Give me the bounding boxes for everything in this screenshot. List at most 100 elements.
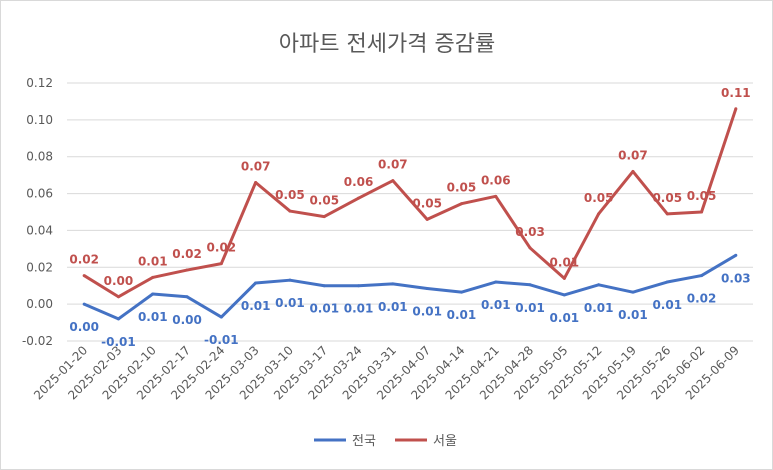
data-label-series-1: 0.01 — [138, 254, 168, 268]
data-point-series-1 — [665, 212, 669, 216]
data-point-series-0 — [734, 253, 738, 257]
data-point-series-0 — [288, 278, 292, 282]
data-point-series-1 — [562, 276, 566, 280]
data-point-series-0 — [425, 286, 429, 290]
legend: 전국 서울 — [314, 434, 457, 449]
data-label-series-0: 0.01 — [344, 302, 374, 316]
legend-label-series-1: 서울 — [433, 434, 457, 449]
data-point-series-0 — [597, 283, 601, 287]
data-label-series-1: 0.07 — [241, 160, 271, 174]
gridlines — [67, 82, 753, 342]
data-label-series-1: 0.03 — [515, 225, 545, 239]
data-labels: 0.00-0.010.01 0.00-0.010.01 0.01 0.01 0.01 0.… — [69, 86, 750, 349]
y-axis-ticks: -0.02 0.00 0.02 0.04 0.06 0.08 0.10 0.12 — [22, 76, 53, 348]
chart-title: 아파트 전세가격 증감률 — [279, 32, 495, 57]
data-label-series-1: 0.06 — [481, 173, 511, 187]
data-label-series-1: 0.05 — [309, 194, 339, 208]
data-point-series-0 — [459, 290, 463, 294]
data-label-series-0: -0.01 — [204, 333, 239, 347]
data-label-series-1: 0.07 — [618, 148, 648, 162]
data-point-series-1 — [425, 217, 429, 221]
data-label-series-0: 0.01 — [275, 296, 305, 310]
data-point-series-1 — [494, 194, 498, 198]
data-point-series-1 — [254, 181, 258, 185]
data-point-series-0 — [254, 281, 258, 285]
y-tick-label: 0.06 — [26, 187, 53, 201]
data-point-series-0 — [357, 284, 361, 288]
data-point-series-1 — [528, 246, 532, 250]
data-label-series-0: 0.01 — [652, 298, 682, 312]
data-point-series-0 — [116, 317, 120, 321]
data-label-series-1: 0.05 — [412, 196, 442, 210]
data-point-series-0 — [494, 280, 498, 284]
data-point-series-1 — [151, 275, 155, 279]
data-label-series-1: 0.02 — [69, 253, 99, 267]
x-axis-ticks: 2025-01-202025-02-032025-02-102025-02-17… — [31, 343, 742, 402]
data-point-series-0 — [82, 302, 86, 306]
data-point-series-1 — [185, 268, 189, 272]
data-label-series-0: -0.01 — [101, 335, 136, 349]
data-label-series-1: 0.05 — [584, 191, 614, 205]
data-label-series-0: 0.01 — [412, 304, 442, 318]
data-label-series-0: 0.01 — [584, 301, 614, 315]
data-point-series-0 — [322, 284, 326, 288]
y-tick-label: 0.00 — [26, 297, 53, 311]
data-point-series-1 — [288, 209, 292, 213]
data-point-series-1 — [116, 295, 120, 299]
data-point-series-1 — [219, 262, 223, 266]
series-line-1 — [83, 108, 738, 299]
data-label-series-1: 0.00 — [104, 274, 134, 288]
data-label-series-0: 0.00 — [69, 320, 99, 334]
data-label-series-0: 0.01 — [309, 302, 339, 316]
data-point-series-1 — [597, 212, 601, 216]
data-label-series-0: 0.01 — [378, 300, 408, 314]
data-point-series-1 — [700, 210, 704, 214]
data-point-series-0 — [528, 283, 532, 287]
data-label-series-1: 0.05 — [447, 181, 477, 195]
data-label-series-1: 0.01 — [550, 255, 580, 269]
series-lines — [82, 107, 738, 321]
data-label-series-1: 0.02 — [172, 247, 202, 261]
data-label-series-0: 0.01 — [618, 308, 648, 322]
data-label-series-0: 0.01 — [241, 299, 271, 313]
data-label-series-0: 0.01 — [550, 311, 580, 325]
data-label-series-1: 0.11 — [721, 86, 751, 100]
series-line-0 — [83, 254, 737, 321]
data-point-series-0 — [219, 315, 223, 319]
y-tick-label: -0.02 — [22, 334, 53, 348]
data-point-series-0 — [391, 282, 395, 286]
data-point-series-0 — [631, 290, 635, 294]
data-label-series-0: 0.02 — [687, 292, 717, 306]
data-label-series-0: 0.01 — [447, 308, 477, 322]
data-label-series-0: 0.01 — [481, 298, 511, 312]
data-label-series-1: 0.05 — [275, 188, 305, 202]
data-point-series-0 — [151, 292, 155, 296]
data-point-series-0 — [562, 293, 566, 297]
data-label-series-1: 0.05 — [652, 191, 682, 205]
data-point-series-1 — [459, 202, 463, 206]
data-point-series-1 — [631, 169, 635, 173]
data-label-series-0: 0.03 — [721, 271, 751, 285]
y-tick-label: 0.04 — [26, 223, 53, 237]
data-label-series-1: 0.05 — [687, 189, 717, 203]
data-point-series-1 — [322, 215, 326, 219]
data-point-series-0 — [665, 280, 669, 284]
y-tick-label: 0.08 — [26, 150, 53, 164]
y-tick-label: 0.02 — [26, 260, 53, 274]
y-tick-label: 0.10 — [26, 113, 53, 127]
data-point-series-1 — [734, 107, 738, 111]
data-label-series-0: 0.00 — [172, 313, 202, 327]
data-point-series-0 — [700, 274, 704, 278]
data-label-series-0: 0.01 — [138, 310, 168, 324]
data-point-series-1 — [82, 274, 86, 278]
data-label-series-1: 0.06 — [344, 175, 374, 189]
legend-label-series-0: 전국 — [352, 434, 376, 449]
data-label-series-0: 0.01 — [515, 301, 545, 315]
data-label-series-1: 0.02 — [207, 241, 237, 255]
y-tick-label: 0.12 — [26, 76, 53, 90]
data-label-series-1: 0.07 — [378, 158, 408, 172]
data-point-series-1 — [391, 179, 395, 183]
data-point-series-0 — [185, 295, 189, 299]
